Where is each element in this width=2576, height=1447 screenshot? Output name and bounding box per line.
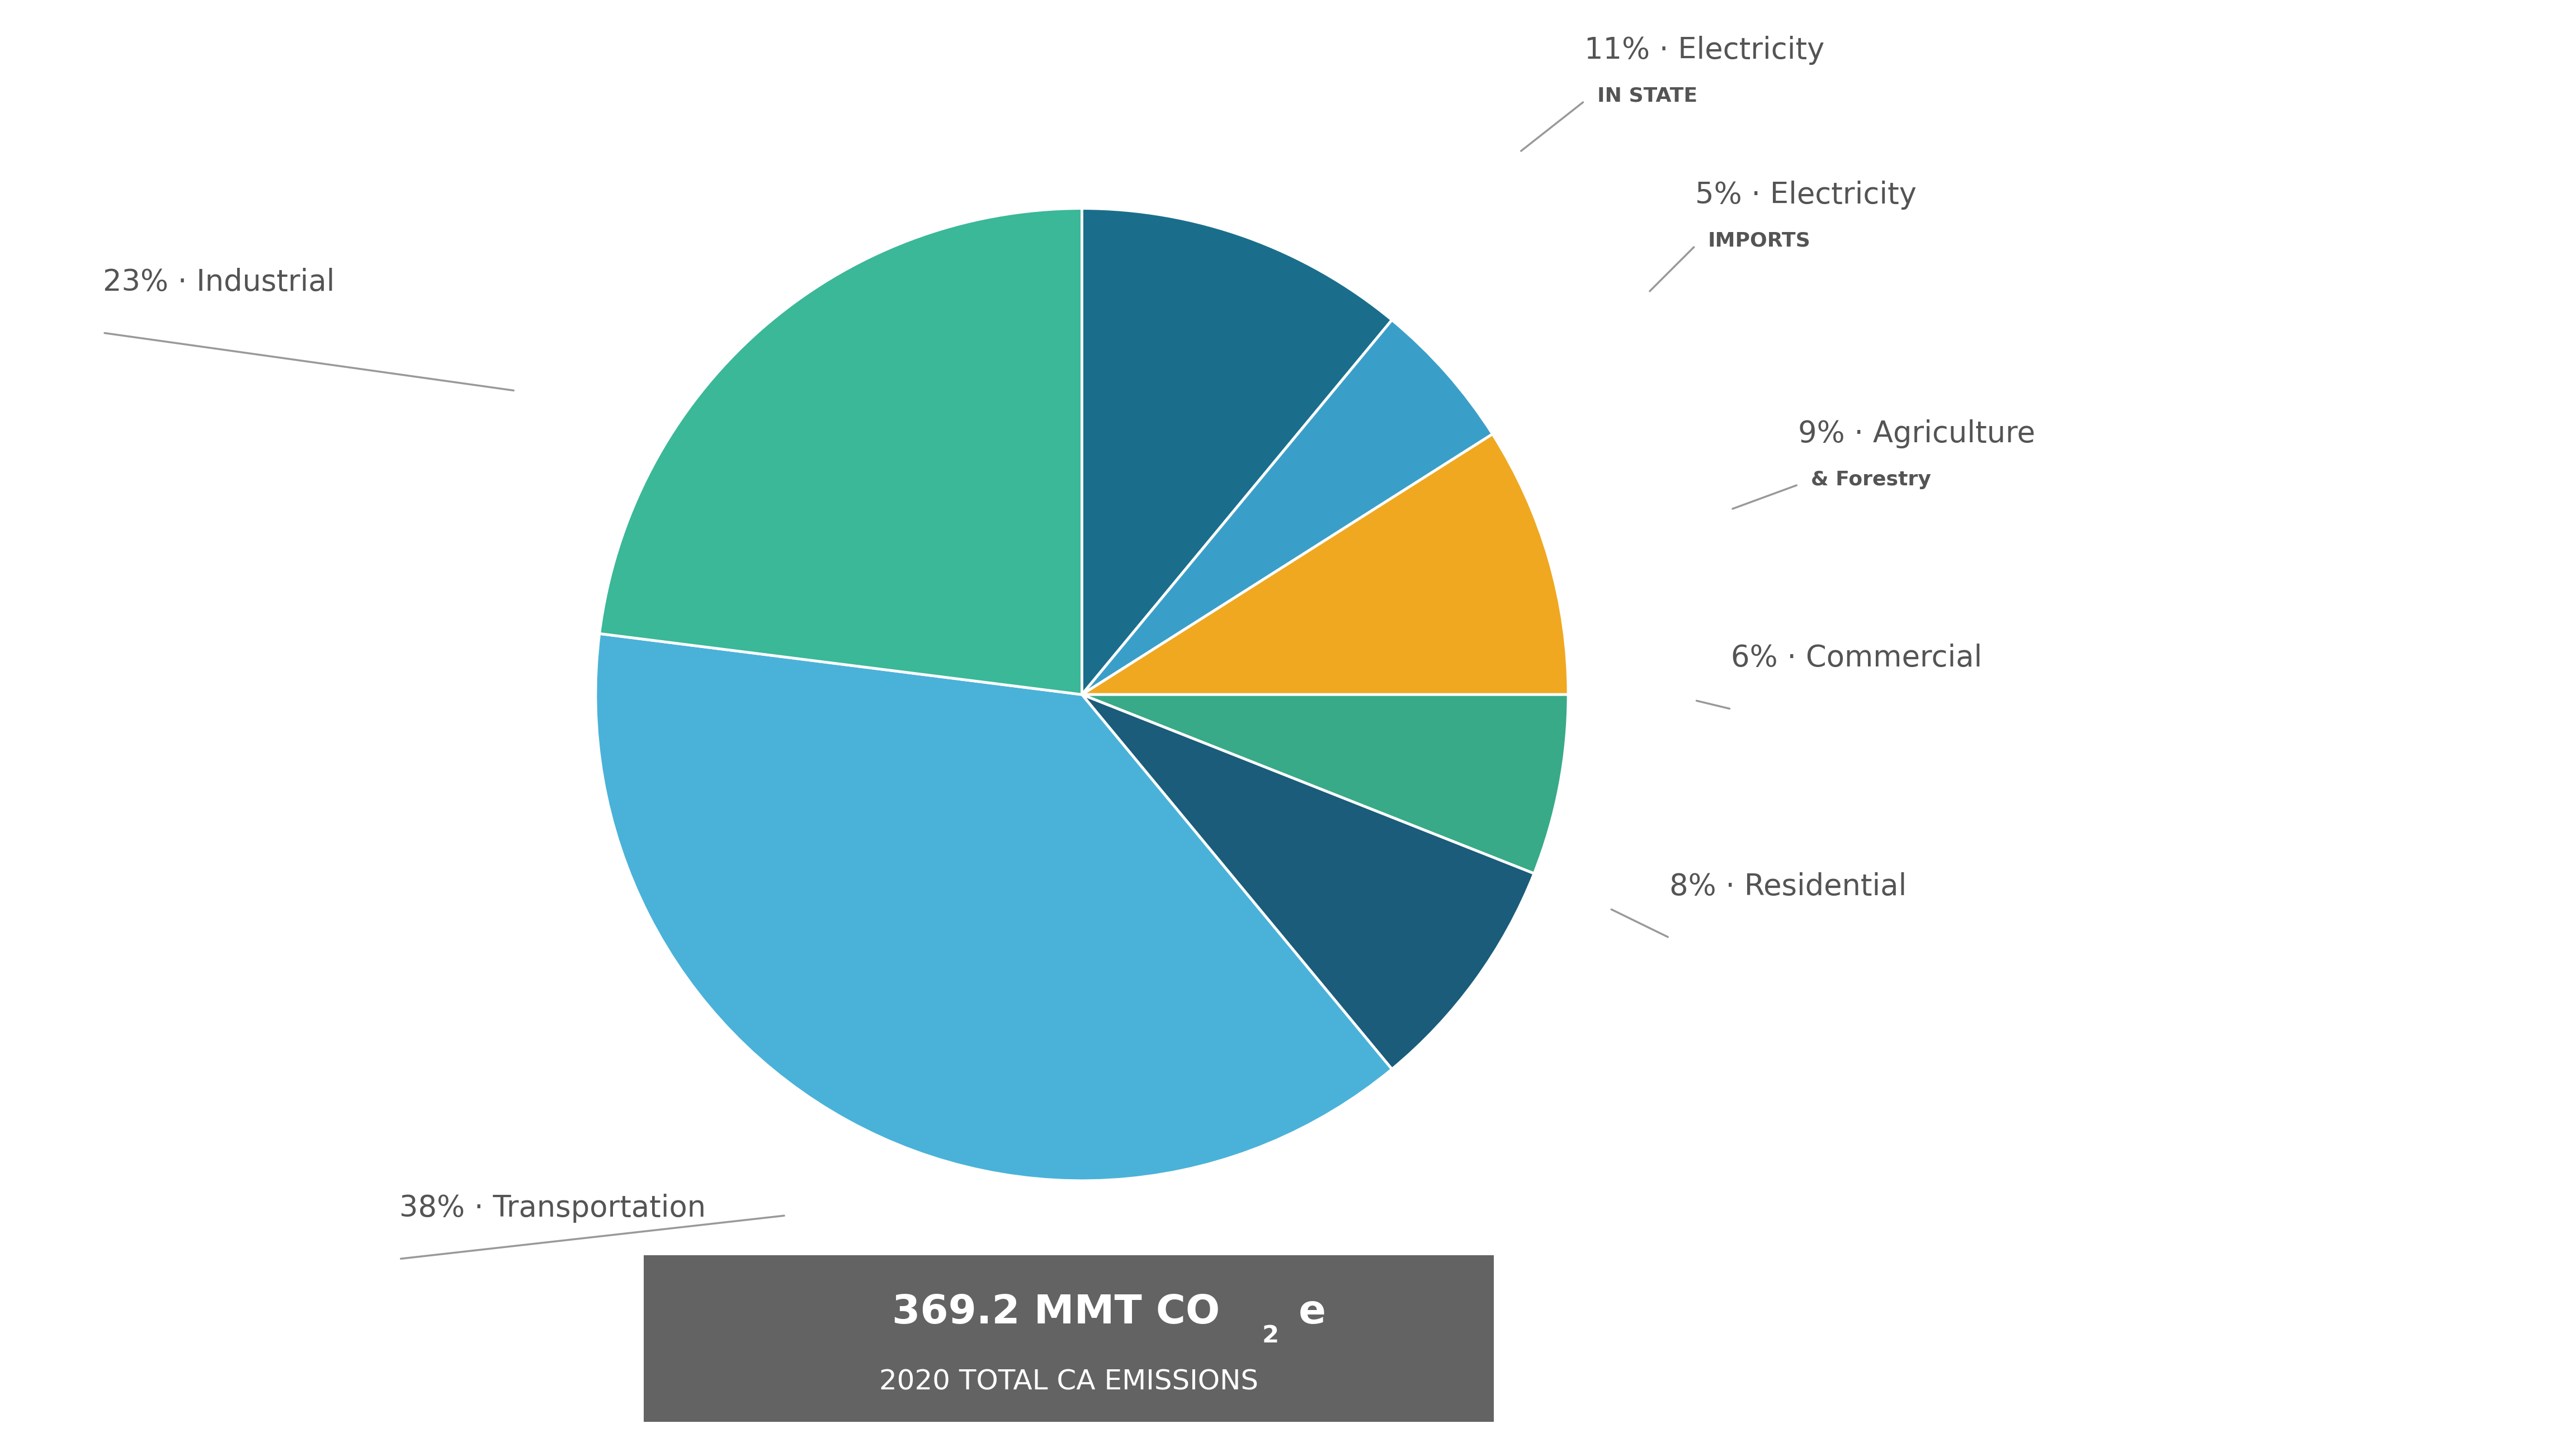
Text: 369.2 MMT CO: 369.2 MMT CO bbox=[891, 1294, 1221, 1331]
Text: 2: 2 bbox=[1262, 1324, 1280, 1347]
Text: IMPORTS: IMPORTS bbox=[1708, 232, 1811, 250]
Wedge shape bbox=[1082, 434, 1569, 695]
Text: & Forestry: & Forestry bbox=[1811, 470, 1932, 489]
FancyBboxPatch shape bbox=[644, 1255, 1494, 1421]
Text: 11% · Electricity: 11% · Electricity bbox=[1584, 36, 1824, 65]
Text: IN STATE: IN STATE bbox=[1597, 87, 1698, 106]
Wedge shape bbox=[595, 634, 1391, 1181]
Wedge shape bbox=[1082, 208, 1391, 695]
Text: 23% · Industrial: 23% · Industrial bbox=[103, 268, 335, 297]
Text: 8% · Residential: 8% · Residential bbox=[1669, 873, 1906, 901]
Wedge shape bbox=[1082, 695, 1569, 874]
Wedge shape bbox=[600, 208, 1082, 695]
Wedge shape bbox=[1082, 695, 1535, 1069]
Text: 38% · Transportation: 38% · Transportation bbox=[399, 1194, 706, 1223]
Text: 9% · Agriculture: 9% · Agriculture bbox=[1798, 420, 2035, 449]
Wedge shape bbox=[1082, 320, 1492, 695]
Text: 6% · Commercial: 6% · Commercial bbox=[1731, 644, 1984, 673]
Text: 5% · Electricity: 5% · Electricity bbox=[1695, 181, 1917, 210]
Text: 2020 TOTAL CA EMISSIONS: 2020 TOTAL CA EMISSIONS bbox=[878, 1369, 1260, 1395]
Text: e: e bbox=[1298, 1294, 1327, 1331]
